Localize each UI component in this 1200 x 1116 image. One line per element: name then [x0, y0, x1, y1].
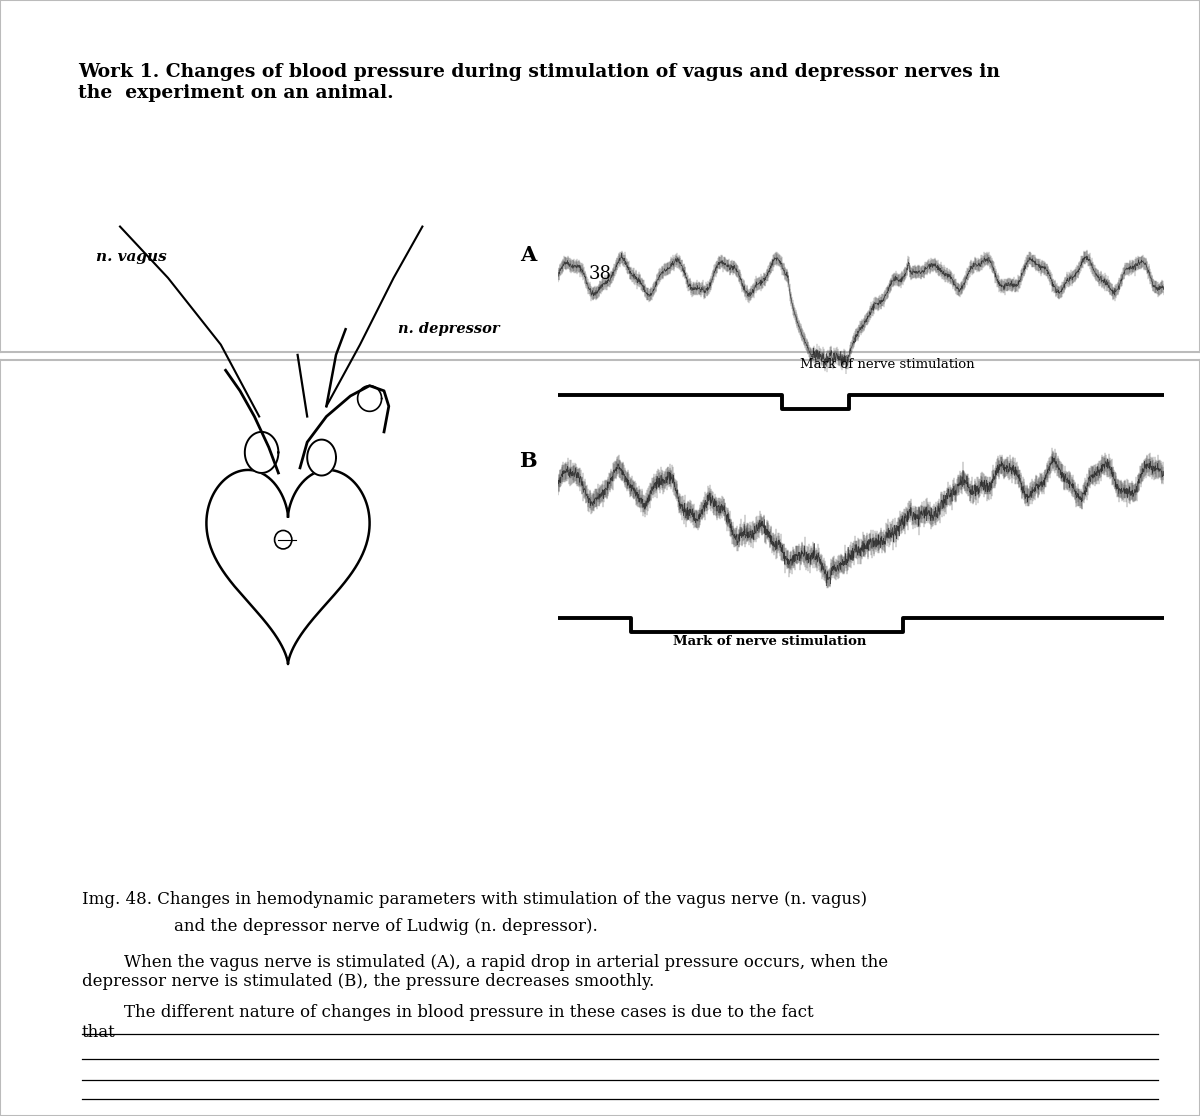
Text: and the depressor nerve of Ludwig (n. depressor).: and the depressor nerve of Ludwig (n. de… — [174, 918, 598, 935]
Text: Mark of nerve stimulation: Mark of nerve stimulation — [673, 635, 866, 648]
Text: n. depressor: n. depressor — [398, 323, 500, 336]
Polygon shape — [358, 386, 382, 412]
Text: When the vagus nerve is stimulated (A), a rapid drop in arterial pressure occurs: When the vagus nerve is stimulated (A), … — [82, 953, 888, 990]
Polygon shape — [307, 440, 336, 475]
Text: Mark of nerve stimulation: Mark of nerve stimulation — [800, 358, 976, 371]
Polygon shape — [245, 432, 278, 473]
Text: A: A — [521, 246, 536, 266]
Text: 38: 38 — [588, 266, 612, 283]
Polygon shape — [206, 470, 370, 664]
Text: B: B — [520, 451, 536, 471]
Text: Img. 48. Changes in hemodynamic parameters with stimulation of the vagus nerve (: Img. 48. Changes in hemodynamic paramete… — [82, 891, 866, 907]
Text: The different nature of changes in blood pressure in these cases is due to the f: The different nature of changes in blood… — [82, 1004, 814, 1041]
Text: n. vagus: n. vagus — [96, 250, 167, 264]
Text: Work 1. Changes of blood pressure during stimulation of vagus and depressor nerv: Work 1. Changes of blood pressure during… — [78, 64, 1000, 102]
